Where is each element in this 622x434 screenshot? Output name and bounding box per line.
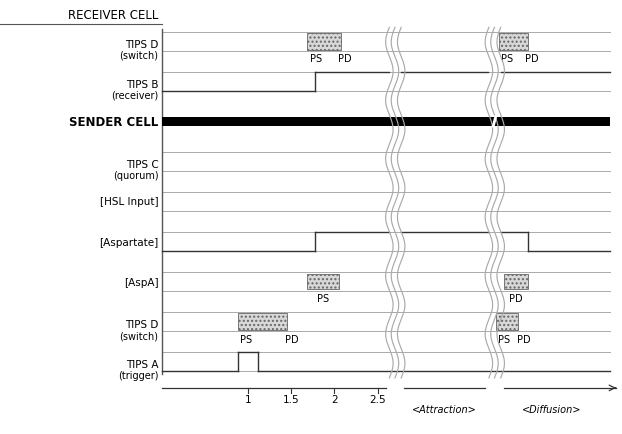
Text: (quorum): (quorum) (113, 171, 159, 181)
Text: PD: PD (338, 54, 352, 64)
Text: TIPS D: TIPS D (125, 40, 159, 50)
Text: Time (hours): Time (hours) (621, 383, 622, 393)
Text: PD: PD (285, 334, 299, 344)
Text: 2: 2 (331, 395, 338, 404)
Text: PS: PS (317, 294, 329, 304)
Bar (504, 274, 528, 290)
Text: TIPS B: TIPS B (126, 80, 159, 90)
Text: PS: PS (501, 54, 513, 64)
Text: 2.5: 2.5 (369, 395, 386, 404)
Text: PD: PD (525, 54, 539, 64)
Text: [Aspartate]: [Aspartate] (100, 237, 159, 247)
Text: <Attraction>: <Attraction> (412, 404, 477, 414)
Text: SENDER CELL: SENDER CELL (70, 116, 159, 128)
Text: TIPS C: TIPS C (126, 160, 159, 170)
Bar (162, 118, 610, 127)
Text: (switch): (switch) (119, 330, 159, 340)
Text: (switch): (switch) (119, 51, 159, 61)
Text: 1: 1 (245, 395, 251, 404)
Text: [AspA]: [AspA] (124, 277, 159, 287)
Text: [HSL Input]: [HSL Input] (100, 197, 159, 207)
Text: RECEIVER CELL: RECEIVER CELL (68, 9, 159, 22)
Text: PD: PD (509, 294, 523, 304)
Text: <Diffusion>: <Diffusion> (522, 404, 582, 414)
Text: TIPS A: TIPS A (126, 359, 159, 369)
Text: 1.5: 1.5 (283, 395, 300, 404)
Bar (238, 313, 287, 330)
Text: PS: PS (310, 54, 322, 64)
Bar (499, 34, 528, 51)
Text: TIPS D: TIPS D (125, 319, 159, 329)
Bar (496, 313, 519, 330)
Text: PD: PD (517, 334, 530, 344)
Text: (receiver): (receiver) (111, 91, 159, 101)
Text: (trigger): (trigger) (118, 370, 159, 380)
Text: PS: PS (498, 334, 510, 344)
Bar (307, 274, 339, 290)
Bar (307, 34, 341, 51)
Text: PS: PS (239, 334, 252, 344)
